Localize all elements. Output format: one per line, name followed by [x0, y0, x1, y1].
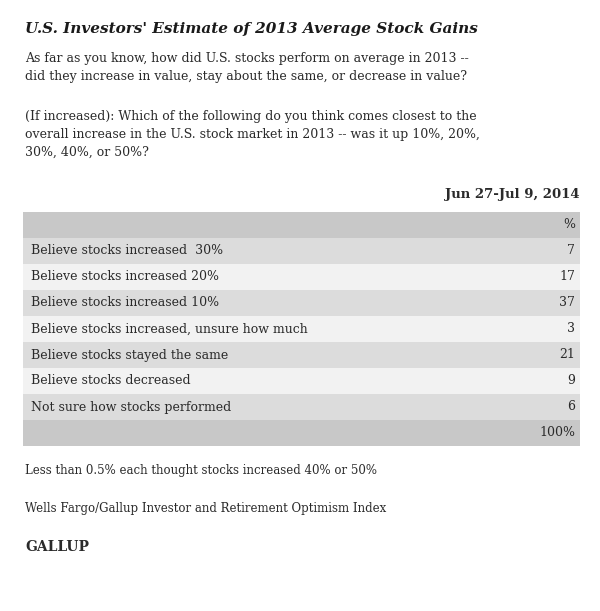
- Text: Believe stocks stayed the same: Believe stocks stayed the same: [31, 348, 228, 362]
- Bar: [23, 394, 580, 420]
- Bar: [23, 212, 580, 238]
- Bar: [23, 368, 580, 394]
- Bar: [23, 238, 580, 264]
- Text: (If increased): Which of the following do you think comes closest to the
overall: (If increased): Which of the following d…: [25, 110, 480, 159]
- Text: GALLUP: GALLUP: [25, 540, 89, 554]
- Text: Believe stocks increased 20%: Believe stocks increased 20%: [31, 271, 219, 284]
- Text: Not sure how stocks performed: Not sure how stocks performed: [31, 400, 231, 414]
- Text: 6: 6: [567, 400, 575, 414]
- Text: Believe stocks decreased: Believe stocks decreased: [31, 375, 191, 387]
- Text: 9: 9: [567, 375, 575, 387]
- Bar: [23, 420, 580, 446]
- Text: Believe stocks increased  30%: Believe stocks increased 30%: [31, 244, 223, 257]
- Bar: [23, 342, 580, 368]
- Text: Wells Fargo/Gallup Investor and Retirement Optimism Index: Wells Fargo/Gallup Investor and Retireme…: [25, 502, 386, 515]
- Text: As far as you know, how did U.S. stocks perform on average in 2013 --
did they i: As far as you know, how did U.S. stocks …: [25, 52, 469, 83]
- Text: 37: 37: [559, 296, 575, 310]
- Text: Believe stocks increased, unsure how much: Believe stocks increased, unsure how muc…: [31, 323, 308, 335]
- Text: %: %: [563, 219, 575, 232]
- Text: 21: 21: [559, 348, 575, 362]
- Text: Believe stocks increased 10%: Believe stocks increased 10%: [31, 296, 219, 310]
- Text: Jun 27-Jul 9, 2014: Jun 27-Jul 9, 2014: [445, 188, 580, 201]
- Text: U.S. Investors' Estimate of 2013 Average Stock Gains: U.S. Investors' Estimate of 2013 Average…: [25, 22, 478, 36]
- Bar: [23, 290, 580, 316]
- Text: Less than 0.5% each thought stocks increased 40% or 50%: Less than 0.5% each thought stocks incre…: [25, 464, 377, 477]
- Text: 3: 3: [567, 323, 575, 335]
- Bar: [23, 264, 580, 290]
- Text: 7: 7: [567, 244, 575, 257]
- Bar: [23, 316, 580, 342]
- Text: 100%: 100%: [539, 426, 575, 439]
- Text: 17: 17: [559, 271, 575, 284]
